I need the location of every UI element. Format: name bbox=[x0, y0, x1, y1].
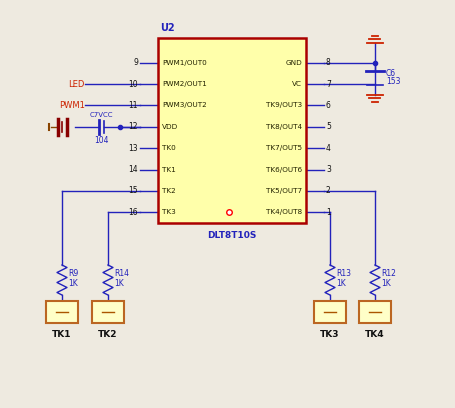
Text: 153: 153 bbox=[385, 77, 399, 86]
Text: TK1: TK1 bbox=[52, 330, 71, 339]
Text: U2: U2 bbox=[160, 23, 174, 33]
Text: 10: 10 bbox=[128, 80, 138, 89]
Text: C7VCC: C7VCC bbox=[89, 112, 112, 118]
Bar bbox=[157, 38, 305, 223]
Text: 1K: 1K bbox=[335, 279, 345, 288]
Text: TK2: TK2 bbox=[162, 188, 175, 194]
Bar bbox=[313, 301, 345, 323]
Text: 4: 4 bbox=[325, 144, 330, 153]
Text: VC: VC bbox=[291, 81, 301, 87]
Text: 11: 11 bbox=[128, 101, 138, 110]
Text: DLT8T10S: DLT8T10S bbox=[207, 231, 256, 240]
Text: 7: 7 bbox=[325, 80, 330, 89]
Text: VDD: VDD bbox=[162, 124, 178, 130]
Text: 9: 9 bbox=[133, 58, 138, 67]
Text: TK2: TK2 bbox=[98, 330, 117, 339]
Text: TK4/OUT8: TK4/OUT8 bbox=[265, 209, 301, 215]
Bar bbox=[46, 301, 78, 323]
Text: 5: 5 bbox=[325, 122, 330, 131]
Text: GND: GND bbox=[285, 60, 301, 66]
Text: 1K: 1K bbox=[68, 279, 78, 288]
Text: R12: R12 bbox=[380, 268, 395, 277]
Text: TK9/OUT3: TK9/OUT3 bbox=[265, 102, 301, 109]
Text: TK7/OUT5: TK7/OUT5 bbox=[265, 145, 301, 151]
Text: 15: 15 bbox=[128, 186, 138, 195]
Text: 1K: 1K bbox=[380, 279, 390, 288]
Text: 13: 13 bbox=[128, 144, 138, 153]
Text: 3: 3 bbox=[325, 165, 330, 174]
Text: 16: 16 bbox=[128, 208, 138, 217]
Text: R14: R14 bbox=[114, 268, 129, 277]
Text: 12: 12 bbox=[128, 122, 138, 131]
Text: PWM3/OUT2: PWM3/OUT2 bbox=[162, 102, 206, 109]
Text: 2: 2 bbox=[325, 186, 330, 195]
Text: 1K: 1K bbox=[114, 279, 123, 288]
Text: TK5/OUT7: TK5/OUT7 bbox=[265, 188, 301, 194]
Text: PWM2/OUT1: PWM2/OUT1 bbox=[162, 81, 206, 87]
Text: R13: R13 bbox=[335, 268, 350, 277]
Bar bbox=[358, 301, 390, 323]
Text: R9: R9 bbox=[68, 268, 78, 277]
Bar bbox=[92, 301, 124, 323]
Text: C6: C6 bbox=[385, 69, 395, 78]
Text: TK0: TK0 bbox=[162, 145, 175, 151]
Text: 104: 104 bbox=[94, 136, 108, 145]
Text: TK3: TK3 bbox=[162, 209, 175, 215]
Text: TK6/OUT6: TK6/OUT6 bbox=[265, 166, 301, 173]
Text: TK8/OUT4: TK8/OUT4 bbox=[265, 124, 301, 130]
Text: PWM1: PWM1 bbox=[59, 101, 85, 110]
Text: PWM1/OUT0: PWM1/OUT0 bbox=[162, 60, 206, 66]
Text: LED: LED bbox=[68, 80, 85, 89]
Text: 8: 8 bbox=[325, 58, 330, 67]
Text: 6: 6 bbox=[325, 101, 330, 110]
Text: TK4: TK4 bbox=[364, 330, 384, 339]
Text: 14: 14 bbox=[128, 165, 138, 174]
Text: TK1: TK1 bbox=[162, 166, 175, 173]
Text: 1: 1 bbox=[325, 208, 330, 217]
Text: TK3: TK3 bbox=[319, 330, 339, 339]
